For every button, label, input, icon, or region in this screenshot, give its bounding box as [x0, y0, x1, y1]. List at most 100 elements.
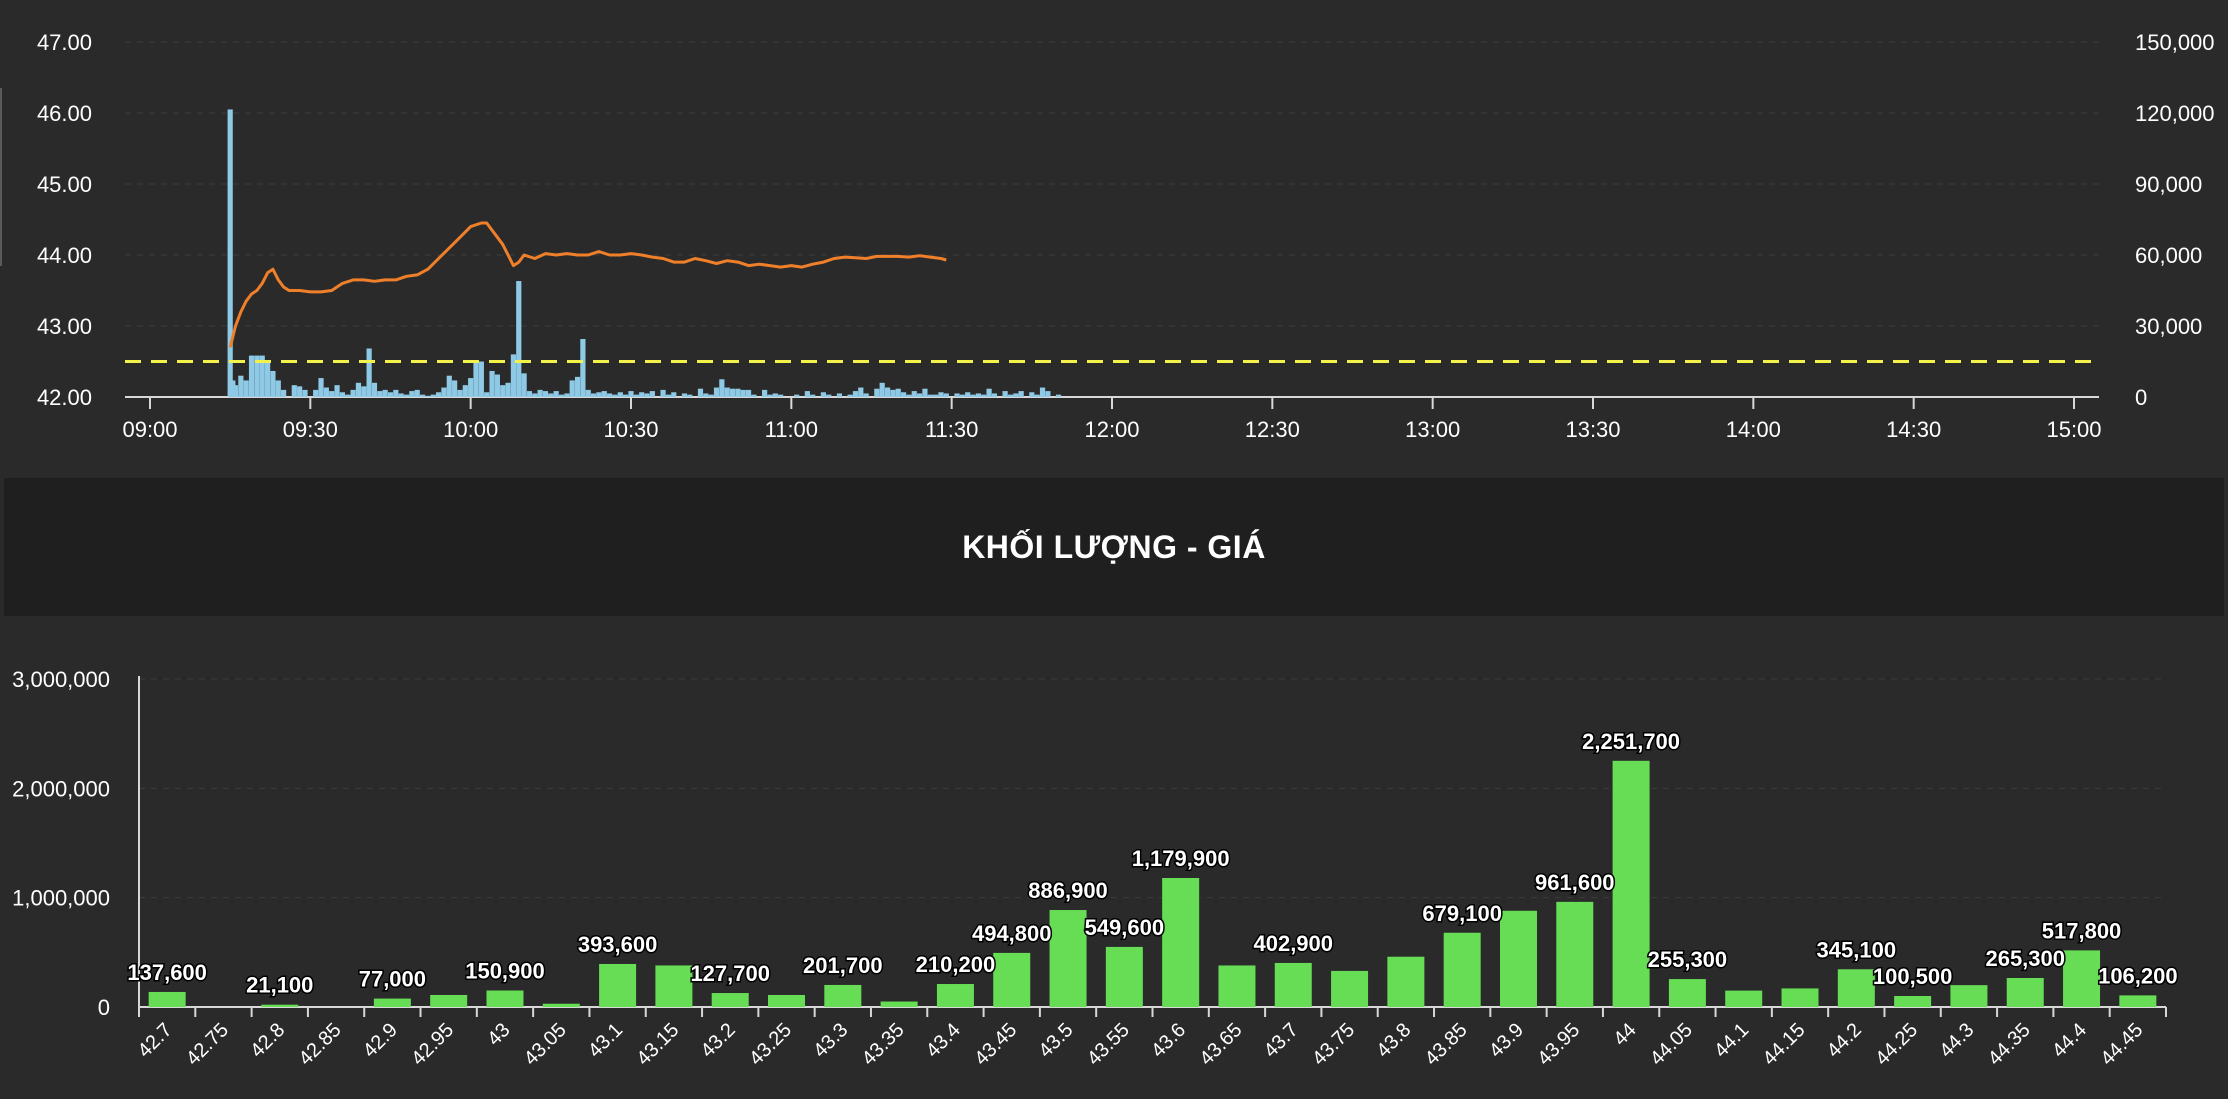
- x-axis-tick-label: 44.05: [1646, 1019, 1697, 1070]
- volume-bar: [230, 380, 236, 397]
- volume-price-bar: [261, 1004, 299, 1007]
- right-axis-tick-label: 0: [2135, 385, 2147, 410]
- x-axis-tick-label: 14:30: [1886, 417, 1941, 442]
- volume-bar: [1013, 393, 1019, 397]
- volume-bar: [564, 393, 570, 397]
- volume-price-bar: [1499, 910, 1537, 1007]
- volume-bar: [810, 394, 816, 397]
- volume-bar: [826, 394, 832, 397]
- bar-value-label: 494,800: [972, 921, 1052, 946]
- volume-bar: [740, 389, 746, 397]
- volume-bar: [270, 370, 276, 397]
- volume-bar: [681, 393, 688, 397]
- x-axis-tick-label: 43: [483, 1019, 514, 1050]
- volume-price-bar: [993, 952, 1031, 1007]
- volume-bar: [767, 394, 773, 397]
- volume-bar: [981, 394, 987, 397]
- x-axis-tick-label: 43.55: [1083, 1019, 1134, 1070]
- volume-bar: [729, 388, 736, 397]
- volume-bar: [1045, 391, 1051, 397]
- x-axis-tick-label: 15:00: [2046, 417, 2101, 442]
- volume-bar: [409, 391, 415, 397]
- y-axis-tick-label: 3,000,000: [12, 667, 110, 692]
- y-axis-tick-label: 2,000,000: [12, 776, 110, 801]
- volume-bar: [516, 281, 522, 397]
- left-axis-tick-label: 43.00: [37, 314, 92, 339]
- volume-bar: [548, 393, 554, 397]
- volume-bar: [590, 393, 597, 397]
- volume-bar: [248, 355, 255, 397]
- left-axis-tick-label: 42.00: [37, 385, 92, 410]
- volume-price-bar: [711, 993, 749, 1007]
- volume-price-bar: [1274, 962, 1312, 1007]
- volume-bar: [574, 376, 581, 397]
- x-axis-tick-label: 44.3: [1935, 1019, 1978, 1062]
- volume-price-bar: [1668, 979, 1706, 1007]
- volume-bar: [297, 386, 303, 397]
- x-axis-tick-label: 42.7: [134, 1019, 177, 1062]
- volume-bar: [703, 393, 709, 397]
- bar-value-label: 137,600: [127, 960, 207, 985]
- x-axis-tick-label: 44.15: [1759, 1019, 1810, 1070]
- bar-value-label: 345,100: [1817, 937, 1897, 962]
- volume-bar: [302, 389, 308, 397]
- volume-bar: [697, 388, 704, 397]
- volume-price-bar: [1387, 956, 1425, 1007]
- volume-price-bar: [148, 991, 186, 1007]
- volume-bar: [500, 385, 506, 397]
- intraday-chart-panel: 47.00 46.00 45.00 44.00 43.00 42.00 150,000 120…: [0, 0, 2228, 478]
- x-axis-tick-label: 43.35: [858, 1019, 909, 1070]
- volume-bar: [687, 394, 693, 397]
- volume-bar: [313, 389, 319, 397]
- x-axis-tick-label: 44.35: [1984, 1019, 2035, 1070]
- volume-bar: [660, 389, 666, 397]
- volume-bar: [649, 391, 655, 397]
- volume-bar: [644, 393, 650, 397]
- x-axis-tick-label: 42.9: [359, 1019, 402, 1062]
- volume-price-bar: [2063, 950, 2101, 1007]
- x-axis-tick-label: 43.2: [697, 1019, 740, 1062]
- x-axis-tick-label: 43.9: [1485, 1019, 1528, 1062]
- right-axis-tick-label: 90,000: [2135, 172, 2202, 197]
- volume-bar: [975, 393, 981, 397]
- volume-bar: [965, 392, 971, 397]
- volume-price-bar: [880, 1001, 918, 1007]
- x-axis-tick-label: 44.45: [2096, 1019, 2147, 1070]
- x-axis-tick-label: 11:00: [765, 417, 818, 442]
- volume-bar: [735, 388, 741, 397]
- volume-price-panel: 3,000,000 2,000,000 1,000,000 0 137,600 21,10…: [0, 616, 2228, 1094]
- volume-bar: [713, 387, 720, 397]
- volume-bar: [473, 361, 479, 397]
- volume-price-bar: [1443, 932, 1481, 1007]
- volume-bar: [836, 393, 843, 397]
- right-axis-tick-label: 120,000: [2135, 101, 2215, 126]
- volume-price-bar: [1950, 985, 1988, 1007]
- volume-bar: [612, 394, 618, 397]
- volume-bar: [398, 393, 404, 397]
- bar-value-label: 21,100: [246, 973, 313, 998]
- volume-bar: [751, 394, 757, 397]
- bar-labels: 137,600 21,100 77,000 150,900 393,600 127,700…: [126, 727, 2179, 999]
- volume-bar: [917, 393, 923, 397]
- x-axis-tick-label: 12:30: [1245, 417, 1300, 442]
- volume-bar: [350, 389, 356, 397]
- x-axis-tick-label: 10:00: [443, 417, 498, 442]
- x-axis-tick-label: 42.75: [182, 1019, 233, 1070]
- left-axis-tick-label: 44.00: [37, 243, 92, 268]
- volume-bar: [580, 339, 586, 397]
- x-axis-tick-label: 44.4: [2048, 1019, 2091, 1062]
- volume-bar: [371, 382, 378, 397]
- volume-price-bar: [486, 990, 524, 1007]
- volume-bars: [227, 109, 1062, 397]
- volume-bar: [403, 394, 410, 397]
- volume-bar: [954, 393, 960, 397]
- x-axis-tick-label: 43.25: [745, 1019, 796, 1070]
- volume-bar: [922, 388, 928, 397]
- volume-bar: [558, 394, 565, 397]
- volume-bar: [281, 389, 287, 397]
- y-axis-tick-label: 1,000,000: [12, 886, 110, 911]
- bar-value-label: 106,200: [2098, 963, 2178, 988]
- volume-price-bar: [936, 984, 974, 1007]
- volume-bar: [425, 395, 431, 397]
- volume-bar: [238, 375, 244, 397]
